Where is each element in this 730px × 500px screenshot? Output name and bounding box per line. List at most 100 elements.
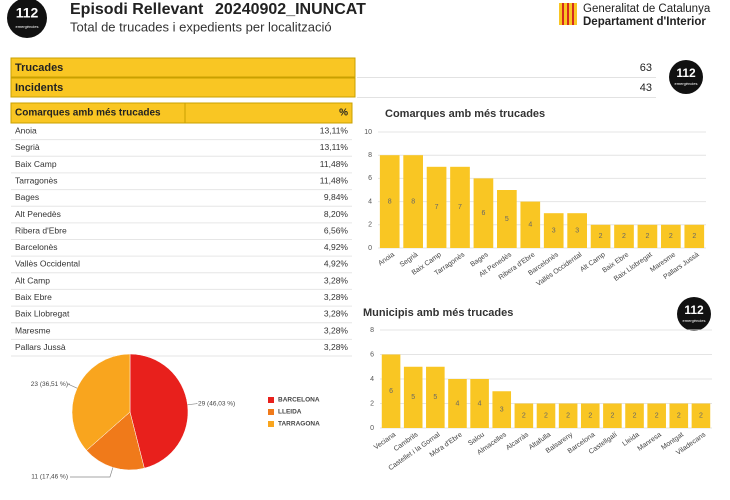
y-tick-label: 4	[370, 376, 374, 383]
bar-value-label: 4	[528, 222, 532, 229]
table-cell: 8,20%	[324, 209, 349, 219]
bar-value-label: 6	[389, 388, 393, 395]
bar	[558, 403, 578, 428]
summary-value: 43	[640, 82, 652, 94]
org-name: Generalitat de Catalunya	[583, 3, 711, 15]
bar	[625, 403, 644, 428]
bar	[543, 213, 564, 248]
bar	[492, 391, 512, 428]
pie-leader	[70, 467, 114, 478]
bar-value-label: 2	[633, 413, 637, 420]
bar	[379, 155, 400, 248]
table-cell: 11,48%	[320, 159, 349, 169]
table-header: %	[339, 108, 348, 119]
bar	[637, 224, 658, 248]
pie-slice	[86, 411, 145, 471]
y-tick-label: 10	[364, 129, 372, 136]
header-subtitle: Total de trucades i expedients per local…	[70, 19, 332, 34]
bar-value-label: 3	[500, 406, 504, 413]
bar	[450, 166, 470, 248]
legend-label: LLEIDA	[278, 409, 302, 416]
bar	[614, 224, 634, 248]
table-cell: Baix Camp	[15, 159, 57, 169]
table-cell: Barcelonès	[15, 242, 58, 252]
summary-label-cell	[10, 57, 356, 78]
logo-caption: emergències	[675, 81, 698, 86]
logo	[669, 60, 703, 94]
legend-swatch	[268, 409, 274, 415]
bar	[520, 201, 541, 248]
logo	[677, 297, 711, 331]
bar-value-label: 4	[478, 400, 482, 407]
table-header-cell	[184, 102, 353, 124]
org-emblem-stripe	[562, 3, 564, 25]
bar-value-label: 2	[699, 413, 703, 420]
table-header: Comarques amb més trucades	[15, 108, 161, 119]
header-code: 20240902_INUNCAT	[215, 1, 366, 18]
chart-title: Comarques amb més trucades	[385, 108, 545, 120]
table-cell: 4,92%	[324, 259, 349, 269]
y-tick-label: 2	[370, 400, 374, 407]
bar	[580, 403, 600, 428]
header-title: Episodi Rellevant	[70, 1, 204, 18]
chart-title: Municipis amb més trucades	[363, 307, 513, 319]
bar	[473, 178, 494, 248]
table-cell: 3,28%	[324, 292, 349, 302]
table-cell: Alt Penedès	[15, 209, 61, 219]
pie-value-label: 29 (46,03 %)	[198, 400, 235, 407]
org-emblem-stripe	[572, 3, 574, 25]
table-cell: Pallars Jussà	[15, 342, 66, 352]
org-dept: Departament d'Interior	[583, 16, 706, 28]
y-tick-label: 8	[368, 152, 372, 159]
bar	[691, 403, 711, 428]
legend-swatch	[268, 397, 274, 403]
bar	[536, 403, 556, 428]
y-tick-label: 6	[368, 175, 372, 182]
bar	[684, 224, 705, 248]
table-cell: 9,84%	[324, 192, 349, 202]
bar	[381, 354, 401, 428]
bar-value-label: 6	[481, 210, 485, 217]
y-tick-label: 0	[368, 245, 372, 252]
bar	[403, 155, 423, 248]
bar-value-label: 2	[544, 413, 548, 420]
logo-caption: emergències	[16, 24, 39, 29]
y-tick-label: 8	[370, 327, 374, 334]
logo-number: 112	[676, 66, 696, 80]
logo-number: 112	[684, 303, 704, 317]
bar-value-label: 2	[645, 233, 649, 240]
bar	[497, 190, 517, 248]
legend-swatch	[268, 421, 274, 427]
table-cell: Tarragonès	[15, 176, 58, 186]
bar	[603, 403, 622, 428]
summary-label: Trucades	[15, 62, 63, 74]
table-cell: 13,11%	[320, 142, 349, 152]
summary-label-cell	[10, 77, 356, 98]
table-cell: 4,92%	[324, 242, 349, 252]
legend-label: TARRAGONA	[278, 421, 320, 428]
bar-value-label: 2	[677, 413, 681, 420]
legend-label: BARCELONA	[278, 397, 320, 404]
summary-label: Incidents	[15, 82, 63, 94]
y-tick-label: 6	[370, 351, 374, 358]
bar-value-label: 8	[388, 198, 392, 205]
table-cell: Segrià	[15, 142, 40, 152]
y-tick-label: 0	[370, 425, 374, 432]
bar-value-label: 2	[669, 233, 673, 240]
bar-value-label: 5	[505, 216, 509, 223]
table-cell: 6,56%	[324, 225, 349, 235]
logo-caption: emergències	[683, 318, 706, 323]
bar	[514, 403, 534, 428]
table-cell: Alt Camp	[15, 275, 50, 285]
pie-leader	[67, 383, 78, 389]
bar	[661, 224, 681, 248]
bar-value-label: 8	[411, 198, 415, 205]
table-cell: Ribera d'Ebre	[15, 225, 67, 235]
y-tick-label: 4	[368, 198, 372, 205]
logo-number: 112	[16, 5, 39, 21]
bar-value-label: 5	[411, 394, 415, 401]
table-cell: 11,48%	[320, 176, 349, 186]
table-cell: 13,11%	[320, 126, 349, 136]
